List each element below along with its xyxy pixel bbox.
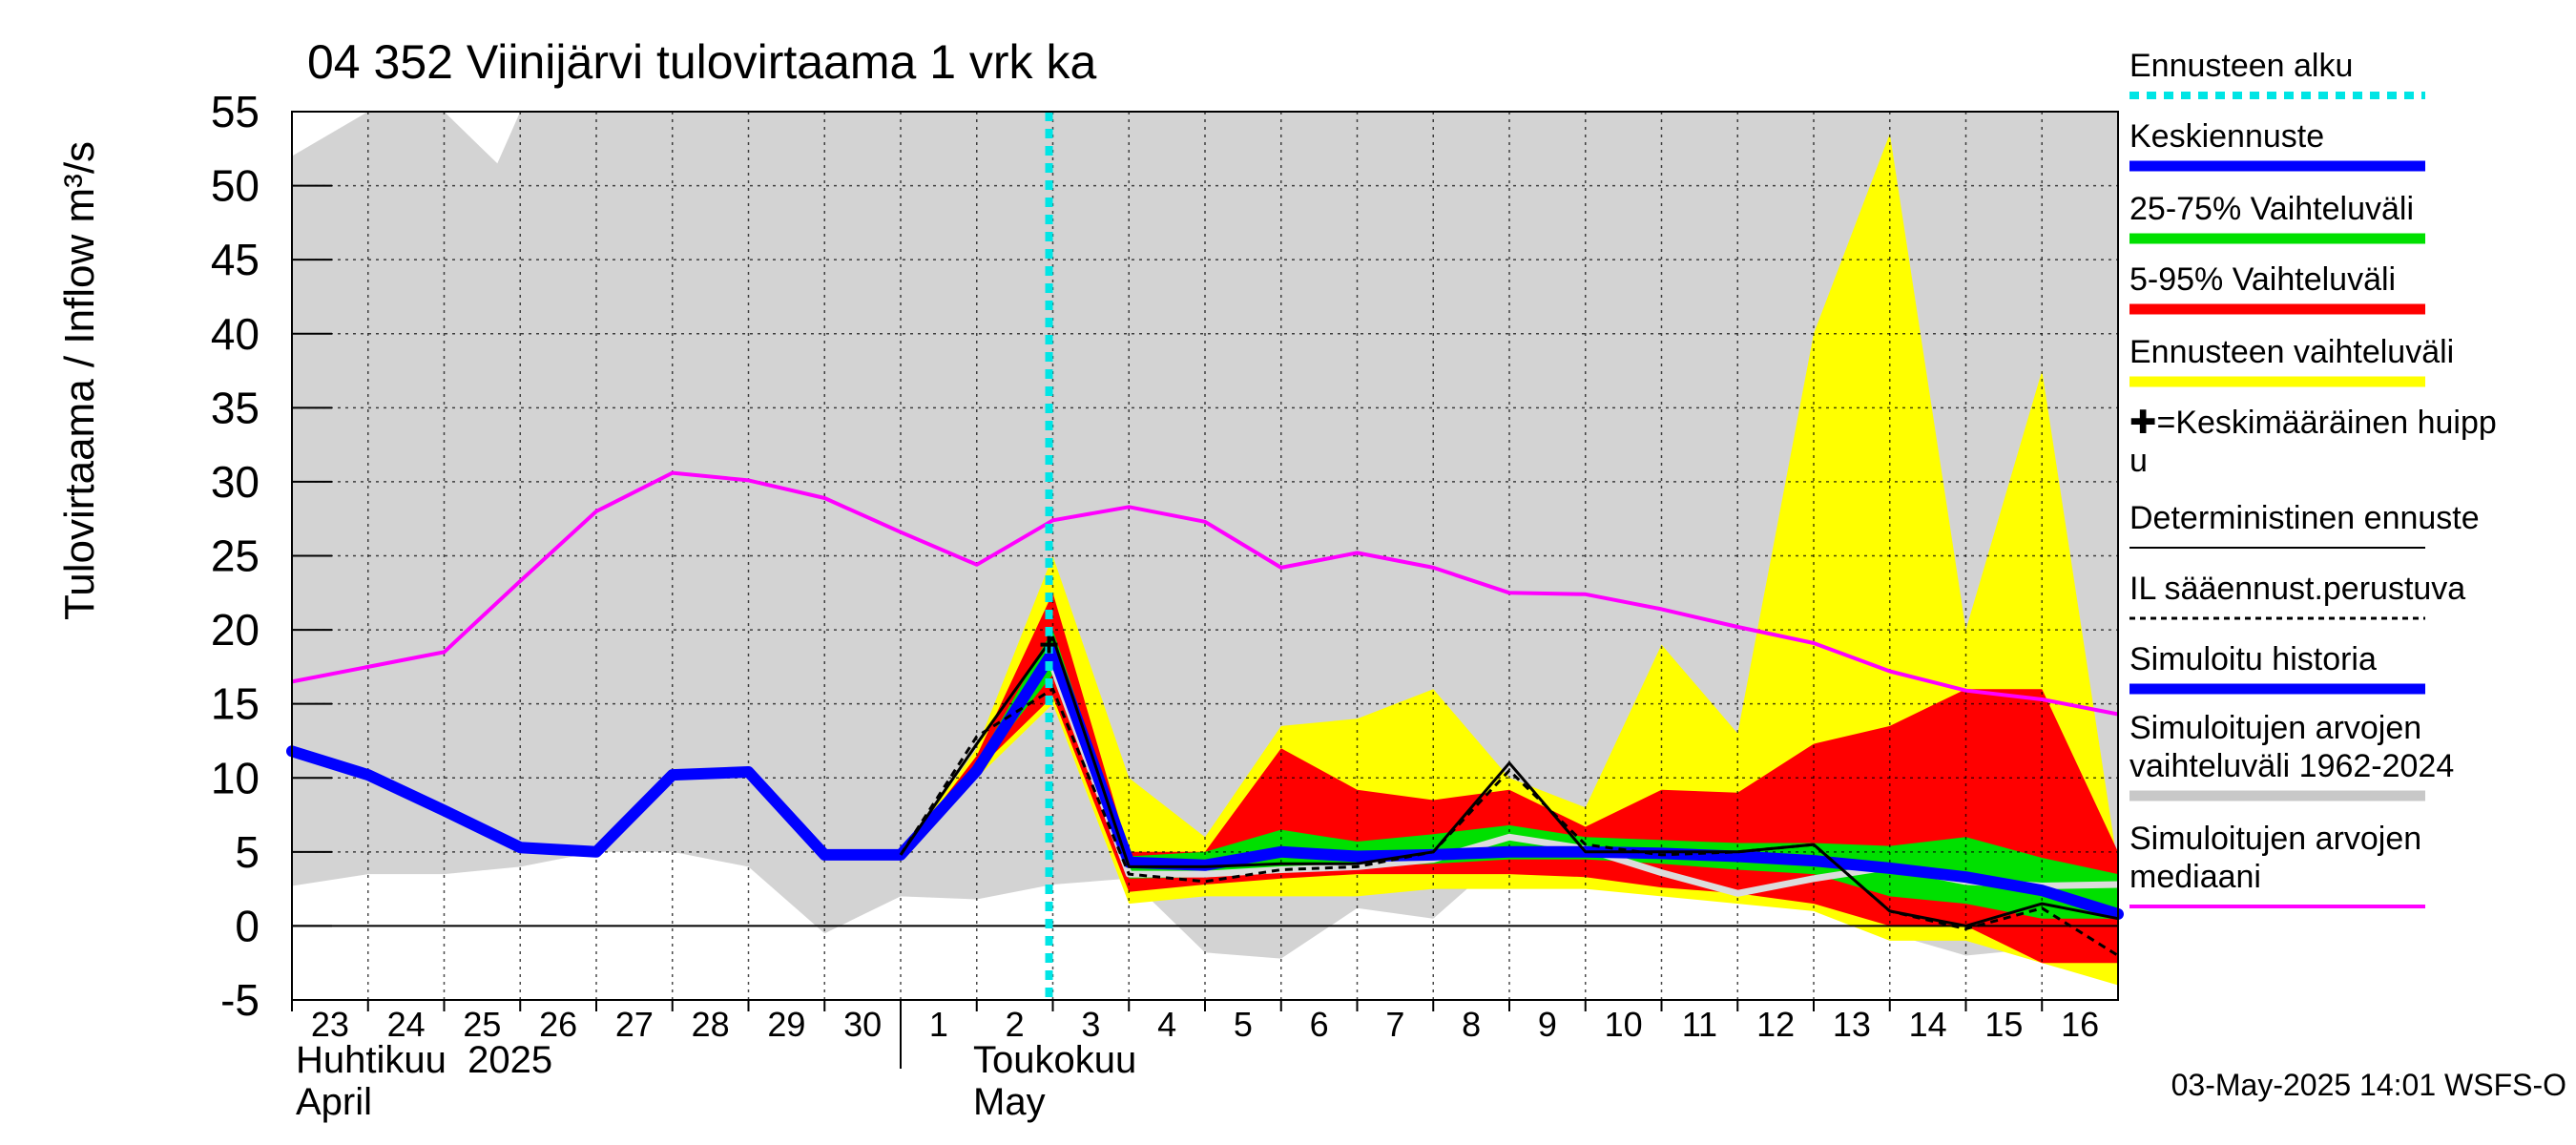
legend-label: Ennusteen alku: [2129, 48, 2353, 84]
month-label-april-en: April: [296, 1081, 372, 1123]
legend-item: Keskiennuste: [2129, 118, 2425, 172]
chart-title: 04 352 Viinijärvi tulovirtaama 1 vrk ka: [307, 35, 1096, 89]
x-day-label: 6: [1310, 1005, 1329, 1044]
legend-label: IL sääennust.perustuva: [2129, 571, 2465, 607]
legend-label: Simuloitujen arvojen vaihteluväli 1962-20…: [2129, 710, 2454, 784]
y-tick-label: 30: [211, 457, 260, 507]
legend-item: Simuloitu historia: [2129, 641, 2425, 695]
legend-item: 25-75% Vaihteluväli: [2129, 191, 2425, 244]
legend-label: 25-75% Vaihteluväli: [2129, 191, 2414, 227]
il-forecast-line: [899, 686, 2119, 957]
legend-label: ✚=Keskimääräinen huipp u: [2129, 405, 2497, 479]
y-tick-label: 25: [211, 531, 260, 581]
x-day-label: 5: [1234, 1005, 1253, 1044]
x-day-label: 8: [1462, 1005, 1481, 1044]
x-day-label: 16: [2061, 1005, 2099, 1044]
x-day-label: 13: [1833, 1005, 1871, 1044]
y-tick-label: 55: [211, 87, 260, 136]
mean-forecast-line: [286, 646, 2124, 920]
x-day-label: 26: [539, 1005, 577, 1044]
x-day-label: 30: [843, 1005, 882, 1044]
peak-marker: [1040, 635, 1058, 654]
y-tick-label: 10: [211, 753, 260, 802]
y-tick-label: 50: [211, 161, 260, 211]
x-day-label: 27: [615, 1005, 654, 1044]
x-day-label: 25: [463, 1005, 501, 1044]
x-day-label: 9: [1538, 1005, 1557, 1044]
x-day-label: 4: [1157, 1005, 1176, 1044]
y-tick-label: 15: [211, 679, 260, 729]
legend-item: Ennusteen alku: [2129, 48, 2425, 99]
month-labels: Huhtikuu 2025 April Toukokuu May: [296, 1039, 1136, 1123]
median-line: [291, 470, 2119, 717]
legend-label: 5-95% Vaihteluväli: [2129, 261, 2396, 298]
x-day-label: 12: [1756, 1005, 1795, 1044]
footer-timestamp: 03-May-2025 14:01 WSFS-O: [2171, 1068, 2566, 1102]
legend-item: 5-95% Vaihteluväli: [2129, 261, 2425, 315]
legend-item: Ennusteen vaihteluväli: [2129, 334, 2454, 387]
legend-item: Simuloitujen arvojen vaihteluväli 1962-20…: [2129, 710, 2454, 802]
x-day-label: 1: [929, 1005, 948, 1044]
legend-label: Simuloitujen arvojen mediaani: [2129, 821, 2421, 895]
y-tick-label: 20: [211, 605, 260, 655]
x-day-label: 15: [1984, 1005, 2023, 1044]
x-day-label: 24: [387, 1005, 426, 1044]
legend-label: Simuloitu historia: [2129, 641, 2377, 677]
x-day-label: 14: [1909, 1005, 1947, 1044]
legend-item: Deterministinen ennuste: [2129, 500, 2480, 549]
legend: Ennusteen alku Keskiennuste 25-75% Vaihtel…: [2129, 48, 2497, 908]
line-layer: [286, 112, 2124, 1000]
legend-label: Deterministinen ennuste: [2129, 500, 2480, 536]
legend-item: ✚=Keskimääräinen huipp u: [2129, 405, 2497, 479]
x-day-label: 23: [311, 1005, 349, 1044]
month-label-may-en: May: [973, 1081, 1046, 1123]
x-day-label: 2: [1006, 1005, 1025, 1044]
y-tick-label: 0: [235, 901, 260, 950]
x-day-label: 29: [767, 1005, 805, 1044]
y-tick-label: 5: [235, 827, 260, 877]
y-tick-label: 40: [211, 309, 260, 359]
y-axis-label: Tulovirtaama / Inflow m³/s: [56, 141, 103, 620]
x-day-label: 3: [1081, 1005, 1100, 1044]
x-day-label: 28: [692, 1005, 730, 1044]
x-day-label: 11: [1682, 1005, 1717, 1044]
legend-label: Keskiennuste: [2129, 118, 2324, 155]
legend-item: Simuloitujen arvojen mediaani: [2129, 821, 2425, 908]
x-day-label: 7: [1385, 1005, 1404, 1044]
month-label-may-fi: Toukokuu: [973, 1039, 1136, 1081]
x-day-label: 10: [1605, 1005, 1643, 1044]
y-tick-label: 45: [211, 235, 260, 284]
y-tick-label: -5: [220, 975, 260, 1025]
y-tick-label: 35: [211, 383, 260, 432]
legend-item: IL sääennust.perustuva: [2129, 571, 2465, 620]
legend-label: Ennusteen vaihteluväli: [2129, 334, 2454, 370]
month-label-april-fi: Huhtikuu 2025: [296, 1039, 552, 1081]
